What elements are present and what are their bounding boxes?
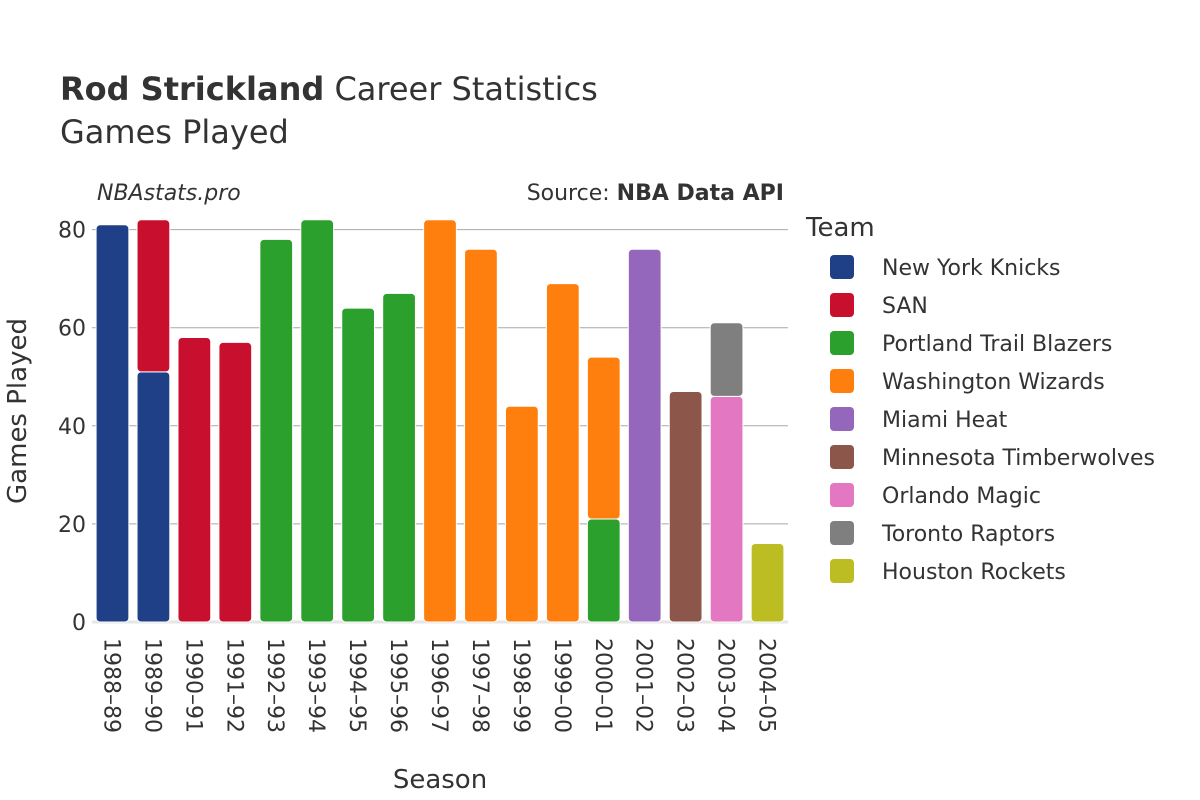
bar-segment bbox=[586, 518, 621, 623]
legend-label: New York Knicks bbox=[882, 256, 1061, 281]
bar-segment bbox=[136, 371, 171, 623]
legend-swatch bbox=[830, 559, 854, 583]
legend-label: Orlando Magic bbox=[882, 484, 1041, 509]
bar-segment bbox=[382, 292, 416, 623]
legend-swatch bbox=[830, 255, 854, 279]
bar-segment bbox=[300, 219, 335, 623]
legend-label: Miami Heat bbox=[882, 408, 1008, 433]
x-tick-label: 2004–05 bbox=[754, 638, 779, 733]
legend: New York Knicks SAN Portland Trail Blazers… bbox=[830, 255, 1155, 585]
x-axis-title: Season bbox=[393, 765, 487, 795]
legend-title: Team bbox=[805, 213, 875, 243]
legend-swatch bbox=[830, 331, 854, 355]
x-tick-label: 2002–03 bbox=[672, 638, 697, 733]
x-tick-label: 1995–96 bbox=[385, 638, 410, 733]
bar-segment bbox=[95, 224, 130, 623]
bar-segment bbox=[586, 356, 621, 520]
y-tick-label: 0 bbox=[72, 611, 86, 636]
y-axis-ticks: 0 20 40 60 80 bbox=[58, 219, 86, 636]
x-tick-label: 1991–92 bbox=[221, 638, 246, 733]
source-name: NBA Data API bbox=[617, 181, 784, 206]
bar-segment bbox=[464, 248, 498, 623]
chart-subtitle: Games Played bbox=[60, 113, 289, 151]
bars bbox=[95, 219, 785, 623]
x-tick-label: 1989–90 bbox=[139, 638, 164, 733]
x-tick-label: 1999–00 bbox=[549, 638, 574, 733]
x-tick-label: 1998–99 bbox=[508, 638, 533, 733]
legend-swatch bbox=[830, 483, 854, 507]
y-axis-title: Games Played bbox=[3, 318, 33, 504]
source-prefix: Source: bbox=[527, 181, 617, 206]
x-tick-label: 2000–01 bbox=[590, 638, 615, 733]
legend-swatch bbox=[830, 369, 854, 393]
x-tick-label: 1997–98 bbox=[467, 638, 492, 733]
source-note: Source: NBA Data API bbox=[527, 181, 784, 206]
y-tick-label: 60 bbox=[58, 317, 86, 342]
bar-segment bbox=[750, 543, 785, 623]
x-tick-label: 2001–02 bbox=[631, 638, 656, 733]
bar-segment bbox=[545, 283, 580, 623]
bar-segment bbox=[259, 238, 294, 623]
x-tick-label: 1990–91 bbox=[180, 638, 205, 733]
legend-label: Toronto Raptors bbox=[881, 522, 1055, 547]
x-tick-label: 1996–97 bbox=[426, 638, 451, 733]
x-axis-ticks: 1988–89 1989–90 1990–91 1991–92 1992–93 1993–… bbox=[98, 638, 778, 733]
bar-segment bbox=[709, 322, 744, 397]
chart-title: Rod Strickland Career Statistics bbox=[60, 70, 598, 108]
bar-segment bbox=[423, 219, 457, 623]
y-tick-label: 20 bbox=[58, 513, 86, 538]
x-tick-label: 1988–89 bbox=[98, 638, 123, 733]
bar-segment bbox=[709, 395, 744, 623]
y-tick-label: 80 bbox=[58, 219, 86, 244]
legend-swatch bbox=[830, 521, 854, 545]
bar-segment bbox=[177, 337, 212, 623]
legend-label: Portland Trail Blazers bbox=[882, 332, 1112, 357]
x-tick-label: 2003–04 bbox=[713, 638, 738, 733]
bar-segment bbox=[627, 248, 662, 623]
legend-swatch bbox=[830, 445, 854, 469]
x-tick-label: 1993–94 bbox=[303, 638, 328, 733]
bar-segment bbox=[218, 341, 253, 623]
watermark: NBAstats.pro bbox=[97, 181, 241, 206]
bar-segment bbox=[505, 405, 539, 623]
legend-label: Minnesota Timberwolves bbox=[882, 446, 1155, 471]
legend-label: SAN bbox=[882, 294, 928, 319]
bar-segment bbox=[136, 219, 171, 373]
bar-segment bbox=[668, 390, 703, 623]
x-tick-label: 1994–95 bbox=[344, 638, 369, 733]
bar-segment bbox=[341, 307, 375, 623]
y-tick-label: 40 bbox=[58, 415, 86, 440]
legend-label: Houston Rockets bbox=[882, 560, 1066, 585]
x-tick-label: 1992–93 bbox=[262, 638, 287, 733]
chart-title-bold: Rod Strickland bbox=[60, 70, 324, 108]
chart-title-rest: Career Statistics bbox=[324, 70, 598, 108]
legend-swatch bbox=[830, 407, 854, 431]
legend-label: Washington Wizards bbox=[882, 370, 1105, 395]
legend-swatch bbox=[830, 293, 854, 317]
